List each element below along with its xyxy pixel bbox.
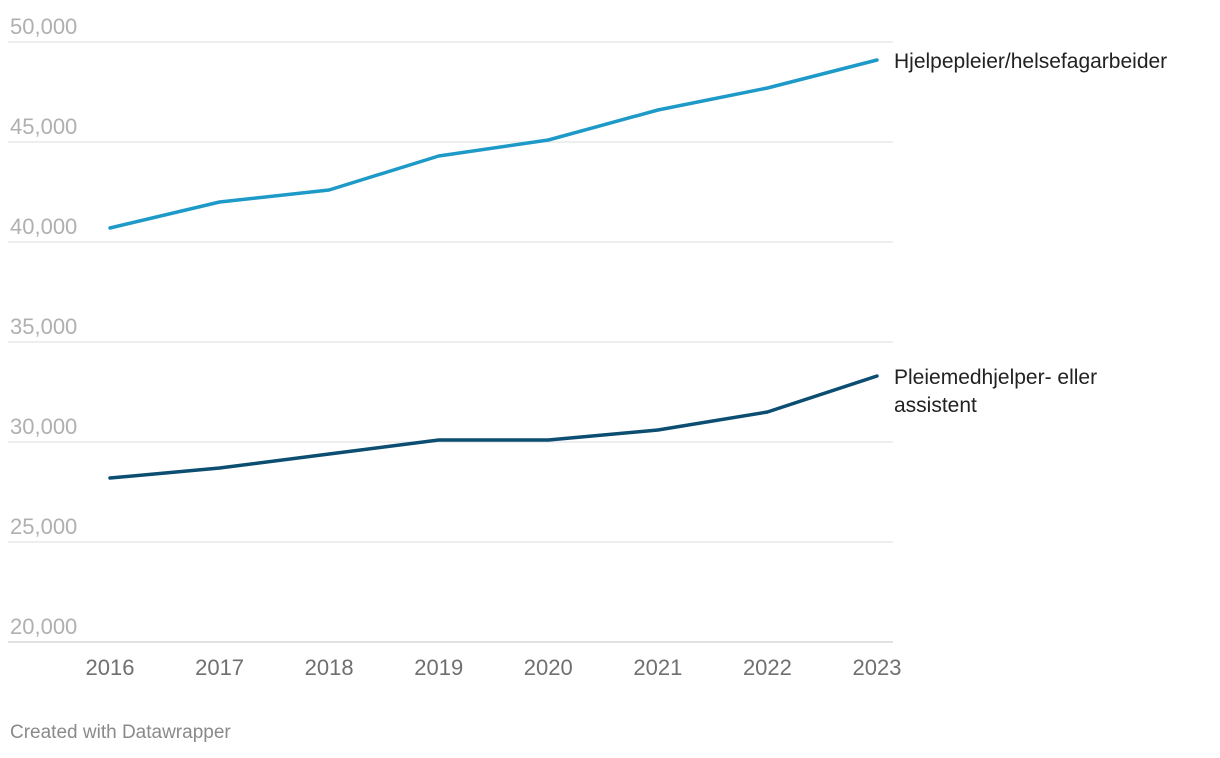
series-label-2: Pleiemedhjelper- eller assistent xyxy=(894,366,1097,417)
y-tick-label: 45,000 xyxy=(10,114,77,139)
series-label-line: assistent xyxy=(894,394,977,417)
x-axis-tick-labels: 2016 2017 2018 2019 2020 2021 2022 2023 xyxy=(86,655,902,680)
x-tick-label: 2021 xyxy=(633,655,682,680)
series-label-1: Hjelpepleier/helsefagarbeider xyxy=(894,50,1167,73)
series-label-line: Hjelpepleier/helsefagarbeider xyxy=(894,50,1167,73)
y-axis-tick-labels: 20,000 25,000 30,000 35,000 40,000 45,000 50,0… xyxy=(10,14,77,639)
x-tick-label: 2018 xyxy=(305,655,354,680)
series-labels: Hjelpepleier/helsefagarbeider Pleiemedhje… xyxy=(894,50,1167,417)
y-tick-label: 50,000 xyxy=(10,14,77,39)
x-tick-label: 2016 xyxy=(86,655,135,680)
series-line-2 xyxy=(108,374,879,480)
y-tick-label: 35,000 xyxy=(10,314,77,339)
datawrapper-credit: Created with Datawrapper xyxy=(10,722,231,743)
x-tick-label: 2023 xyxy=(853,655,902,680)
y-tick-label: 40,000 xyxy=(10,214,77,239)
y-tick-label: 30,000 xyxy=(10,414,77,439)
x-tick-label: 2022 xyxy=(743,655,792,680)
y-tick-label: 25,000 xyxy=(10,514,77,539)
gridlines xyxy=(8,41,893,643)
series-line-1 xyxy=(108,58,879,230)
series-label-line: Pleiemedhjelper- eller xyxy=(894,366,1097,389)
x-tick-label: 2020 xyxy=(524,655,573,680)
series-lines xyxy=(108,58,879,480)
x-tick-label: 2017 xyxy=(195,655,244,680)
x-tick-label: 2019 xyxy=(414,655,463,680)
y-tick-label: 20,000 xyxy=(10,614,77,639)
